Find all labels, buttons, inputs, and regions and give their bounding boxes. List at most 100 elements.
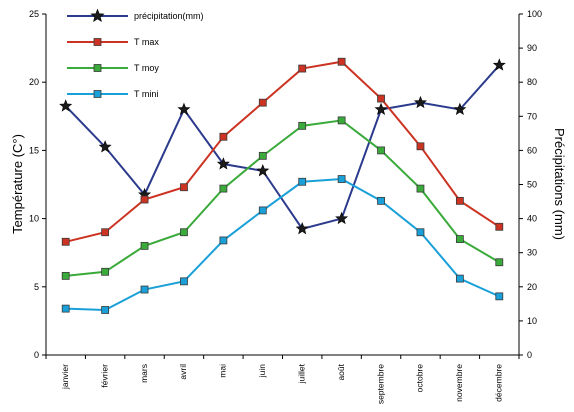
square-marker	[219, 184, 228, 193]
left-tick-label: 5	[34, 282, 39, 292]
right-tick-label: 10	[527, 316, 537, 326]
category-label: mars	[139, 364, 149, 383]
right-tick-label: 60	[527, 145, 537, 155]
legend: précipitation(mm) T max T moy T mini	[67, 8, 204, 99]
square-marker	[337, 175, 346, 183]
right-axis-title: Précipitations (mm)	[552, 128, 567, 240]
legend-label: T mini	[134, 89, 158, 99]
star-marker	[177, 102, 191, 115]
category-label: février	[99, 364, 109, 388]
series-layer	[59, 57, 506, 314]
legend-label: T max	[134, 37, 159, 47]
square-marker	[337, 57, 346, 66]
square-marker	[219, 132, 228, 141]
square-marker	[101, 228, 110, 237]
right-tick-label: 100	[527, 9, 542, 19]
square-marker	[298, 121, 307, 130]
legend-entry: précipitation(mm)	[67, 8, 204, 23]
square-marker	[416, 228, 425, 237]
square-marker	[455, 235, 464, 243]
square-marker	[298, 64, 307, 73]
star-marker	[374, 102, 388, 115]
square-marker	[93, 90, 102, 98]
series-3	[61, 175, 504, 314]
square-marker	[495, 258, 504, 267]
star-marker	[98, 140, 112, 153]
right-tick-label: 50	[527, 180, 537, 190]
square-marker	[101, 306, 110, 314]
square-marker	[180, 183, 188, 192]
square-marker	[495, 292, 504, 301]
category-label: janvier	[60, 364, 70, 390]
star-marker	[90, 8, 105, 23]
series-line	[65, 178, 500, 311]
series-line	[65, 119, 500, 277]
category-label: octobre	[415, 364, 425, 393]
legend-entry: T moy	[67, 63, 159, 73]
left-tick-label: 15	[29, 145, 39, 155]
right-tick-label: 40	[527, 214, 537, 224]
star-marker	[453, 102, 467, 115]
square-marker	[219, 236, 228, 245]
right-tick-label: 0	[527, 350, 532, 360]
right-tick-label: 90	[527, 43, 537, 53]
square-marker	[377, 146, 385, 155]
square-marker	[377, 94, 385, 103]
category-label: juin	[257, 364, 267, 379]
series-line	[65, 60, 500, 243]
star-marker	[256, 164, 270, 177]
square-marker	[298, 177, 307, 186]
right-tick-label: 30	[527, 248, 537, 258]
right-tick-label: 80	[527, 77, 537, 87]
square-marker	[258, 98, 267, 107]
legend-entry: T max	[67, 37, 159, 47]
series-2	[61, 116, 504, 280]
square-marker	[180, 277, 188, 286]
left-tick-label: 20	[29, 77, 39, 87]
square-marker	[258, 206, 267, 215]
legend-label: précipitation(mm)	[134, 11, 204, 21]
category-labels: janvier février mars avril mai juin juillet aoû…	[45, 355, 520, 404]
square-marker	[258, 151, 267, 160]
right-tick-label: 70	[527, 111, 537, 121]
square-marker	[61, 271, 70, 280]
right-tick-label: 20	[527, 282, 537, 292]
square-marker	[495, 222, 504, 231]
square-marker	[455, 274, 464, 283]
category-label: décembre	[494, 364, 504, 402]
series-line	[64, 64, 501, 230]
left-tick-label: 0	[34, 350, 39, 360]
category-label: avril	[178, 364, 188, 380]
square-marker	[61, 304, 70, 313]
square-marker	[140, 195, 149, 204]
category-label: mai	[218, 364, 228, 378]
square-marker	[377, 196, 385, 205]
star-marker	[335, 211, 349, 225]
legend-entry: T mini	[67, 89, 158, 99]
square-marker	[140, 285, 149, 294]
square-marker	[416, 142, 425, 151]
square-marker	[180, 228, 188, 237]
square-marker	[61, 237, 70, 246]
star-marker	[295, 222, 309, 235]
star-marker	[59, 99, 73, 112]
square-marker	[337, 116, 346, 125]
right-axis-ticks: 0 10 20 30 40 50 60 70 80 90 100	[519, 9, 542, 360]
star-marker	[413, 95, 427, 109]
square-marker	[455, 196, 464, 205]
legend-label: T moy	[134, 63, 159, 73]
star-marker	[216, 157, 230, 170]
square-marker	[93, 64, 102, 72]
left-tick-label: 25	[29, 9, 39, 19]
square-marker	[101, 267, 110, 276]
category-label: août	[336, 363, 346, 380]
star-marker	[492, 58, 506, 71]
left-axis-ticks: 0 5 10 15 20 25	[29, 9, 46, 360]
square-marker	[93, 38, 102, 46]
series-1	[61, 57, 504, 246]
square-marker	[140, 241, 149, 250]
category-label: novembre	[454, 364, 464, 402]
series-0	[59, 58, 506, 235]
left-tick-label: 10	[29, 214, 39, 224]
